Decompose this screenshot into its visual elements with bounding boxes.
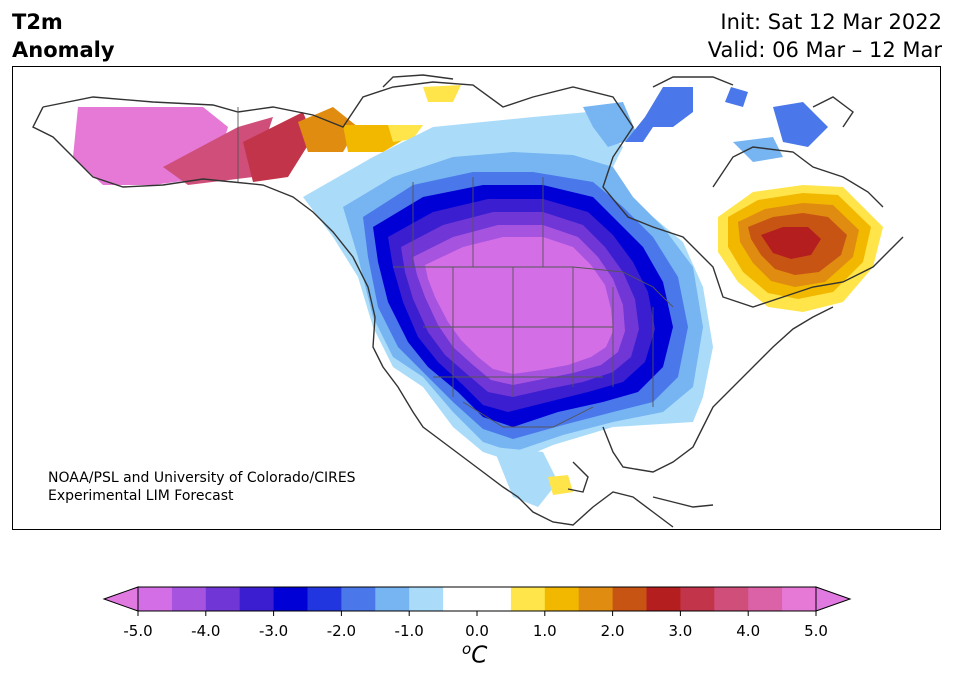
- colorbar-segment: [578, 587, 614, 611]
- colorbar-segment: [307, 587, 342, 611]
- colorbar-segment: [273, 587, 308, 611]
- valid-date: Valid: 06 Mar – 12 Mar: [707, 38, 942, 62]
- colorbar-segment: [510, 587, 546, 611]
- colorbar-segment: [443, 587, 478, 611]
- colorbar-unit-label: oC: [462, 640, 487, 669]
- credit-line-2: Experimental LIM Forecast: [48, 488, 234, 504]
- colorbar-segment: [544, 587, 580, 611]
- colorbar-segment: [205, 587, 241, 611]
- colorbar-tick-label: -5.0: [123, 622, 153, 640]
- colorbar-segment: [409, 587, 444, 611]
- quebec-warm-anomaly: [718, 185, 883, 312]
- colorbar-segment: [612, 587, 647, 611]
- colorbar-segment: [138, 587, 173, 611]
- colorbar-ticks: [137, 611, 817, 616]
- colorbar-tick-label: 4.0: [736, 622, 761, 640]
- credit-text: NOAA/PSL and University of Colorado/CIRE…: [48, 469, 356, 505]
- colorbar-segments: [138, 587, 817, 611]
- colorbar-segment: [477, 587, 512, 611]
- colorbar-segment: [375, 587, 410, 611]
- colorbar-segment: [680, 587, 715, 611]
- init-date: Init: Sat 12 Mar 2022: [720, 10, 942, 34]
- colorbar-tick-label: -4.0: [191, 622, 221, 640]
- colorbar-tick-label: 0.0: [465, 622, 489, 640]
- credit-line-1: NOAA/PSL and University of Colorado/CIRE…: [48, 470, 356, 486]
- title-line-2: Anomaly: [12, 38, 115, 62]
- anomaly-map: [12, 66, 941, 530]
- title-line-1: T2m: [12, 10, 63, 34]
- alaska-warm-anomaly: [73, 85, 461, 185]
- colorbar-tick-label: -2.0: [326, 622, 357, 640]
- colorbar-segment: [782, 587, 817, 611]
- colorbar-underflow-arrow: [102, 586, 139, 612]
- colorbar-tick-label: 1.0: [532, 622, 557, 640]
- colorbar-segment: [714, 587, 749, 611]
- unit-base: C: [471, 642, 488, 669]
- colorbar-segment: [646, 587, 681, 611]
- unit-superscript: o: [462, 640, 472, 658]
- colorbar-segment: [239, 587, 275, 611]
- colorbar-segment: [171, 587, 207, 611]
- coastlines: [32, 74, 904, 528]
- colorbar-overflow-arrow: [815, 586, 852, 612]
- colorbar-segment: [748, 587, 783, 611]
- colorbar-tick-label: -3.0: [258, 622, 289, 640]
- political-boundaries: [237, 107, 674, 428]
- map-title: T2m Anomaly: [12, 8, 115, 64]
- colorbar-tick-label: -1.0: [394, 622, 424, 640]
- colorbar-segment: [341, 587, 376, 611]
- map-canvas: [32, 74, 904, 528]
- colorbar-tick-label: 2.0: [600, 622, 625, 640]
- colorbar-tick-label: 5.0: [804, 622, 828, 640]
- colorbar-tick-label: 3.0: [668, 622, 693, 640]
- forecast-dates: Init: Sat 12 Mar 2022 Valid: 06 Mar – 12…: [708, 8, 942, 64]
